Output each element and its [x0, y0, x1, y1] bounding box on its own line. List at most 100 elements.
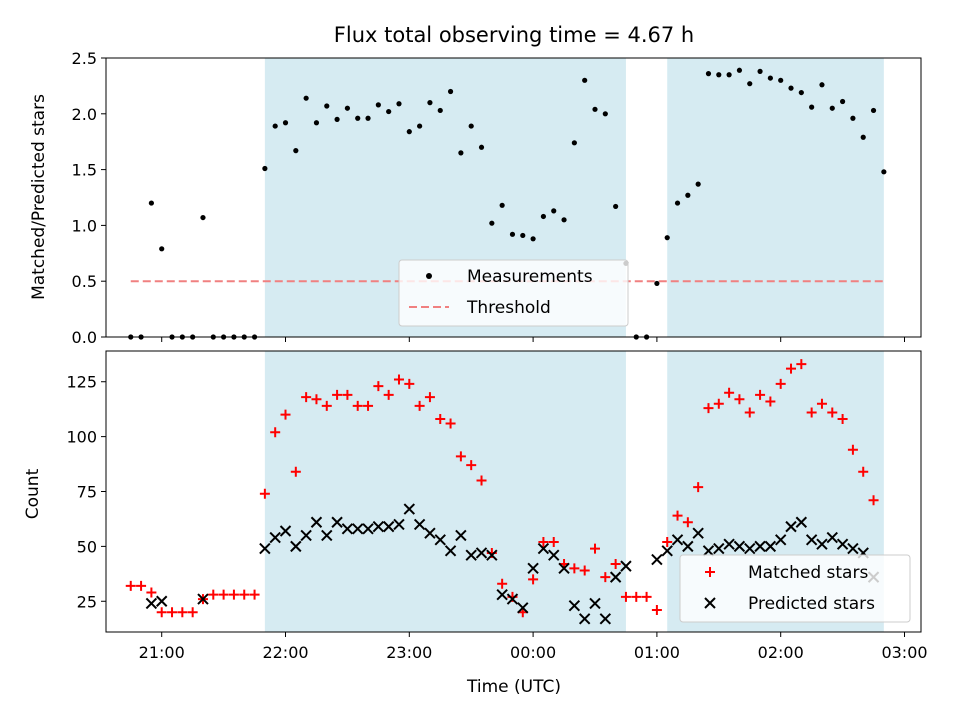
matched-stars-point — [528, 574, 539, 585]
measurement-point — [417, 123, 423, 129]
measurement-point — [757, 68, 763, 74]
measurement-point — [726, 72, 732, 78]
measurement-point — [561, 217, 567, 223]
predicted-stars-point — [548, 549, 560, 561]
predicted-stars-point — [496, 588, 508, 601]
x-tick-label: 02:00 — [758, 643, 804, 662]
matched-stars-point — [858, 466, 869, 477]
matched-stars-point — [590, 543, 600, 554]
predicted-stars-point — [733, 540, 746, 553]
predicted-stars-point — [156, 595, 168, 607]
matched-stars-point — [208, 589, 219, 600]
matched-stars-point — [455, 451, 466, 462]
predicted-stars-point — [197, 593, 209, 605]
predicted-stars-point — [475, 547, 488, 559]
predicted-stars-point — [847, 542, 859, 555]
measurement-point — [365, 115, 371, 121]
measurement-point — [602, 111, 608, 117]
matched-stars-point — [631, 591, 642, 602]
measurement-point — [716, 72, 722, 78]
matched-stars-point — [816, 398, 827, 409]
matched-stars-point — [321, 400, 332, 411]
predicted-stars-point — [413, 518, 426, 531]
matched-stars-point — [311, 394, 322, 405]
measurement-point — [303, 95, 309, 101]
predicted-stars-point — [527, 562, 539, 575]
matched-stars-point — [404, 378, 415, 389]
matched-stars-point — [239, 589, 250, 600]
predicted-stars-point — [145, 597, 158, 610]
matched-stars-point — [538, 536, 549, 547]
matched-stars-point — [290, 466, 301, 477]
y-tick-label: 0.0 — [72, 328, 97, 347]
y-tick-label: 75 — [77, 483, 97, 502]
matched-stars-point — [445, 418, 456, 429]
predicted-stars-point — [609, 571, 622, 583]
measurement-point — [200, 214, 206, 221]
predicted-stars-point — [424, 527, 436, 539]
measurement-point — [829, 105, 835, 111]
measurement-point — [551, 208, 557, 214]
measurement-point — [324, 103, 330, 109]
matched-stars-point — [610, 558, 621, 569]
predicted-stars-point — [517, 602, 529, 614]
predicted-stars-point — [826, 531, 838, 544]
measurement-point — [447, 88, 454, 95]
measurement-point — [520, 232, 526, 239]
predicted-stars-point — [434, 534, 446, 546]
legend-matched-marker — [705, 567, 715, 577]
matched-stars-point — [177, 607, 188, 618]
predicted-stars-point — [671, 534, 684, 546]
predicted-stars-point — [310, 516, 323, 528]
matched-stars-point — [259, 488, 270, 499]
chart-title: Flux total observing time = 4.67 h — [334, 23, 694, 47]
matched-stars-point — [703, 403, 714, 414]
matched-stars-point — [424, 392, 435, 403]
matched-stars-point — [569, 563, 580, 574]
bottom-y-axis-label: Count — [23, 468, 43, 519]
matched-stars-point — [125, 580, 136, 591]
legend-box — [679, 554, 911, 623]
measurement-point — [272, 123, 278, 129]
matched-stars-point — [837, 414, 848, 425]
matched-stars-point — [435, 414, 446, 425]
matched-stars-point — [156, 607, 167, 618]
measurement-point — [334, 116, 340, 122]
legend-box — [398, 259, 629, 327]
legend-measurements-marker — [426, 273, 432, 279]
legend-matched-label: Matched stars — [748, 563, 868, 583]
measurement-point — [747, 81, 753, 87]
legend-threshold-label: Threshold — [466, 298, 551, 318]
predicted-stars-point — [321, 529, 333, 542]
x-tick-label: 21:00 — [139, 643, 185, 662]
measurement-point — [293, 148, 299, 154]
predicted-stars-point — [805, 534, 818, 546]
measurement-point — [396, 101, 402, 107]
predicted-stars-point — [300, 529, 312, 542]
predicted-stars-point — [816, 538, 828, 550]
predicted-stars-point — [599, 613, 612, 625]
predicted-stars-point — [651, 553, 663, 566]
predicted-stars-point — [795, 516, 808, 528]
matched-stars-point — [393, 374, 404, 385]
y-tick-label: 1.0 — [72, 216, 97, 235]
predicted-stars-point — [444, 545, 457, 557]
matched-stars-point — [693, 482, 704, 493]
matched-stars-point — [167, 607, 178, 618]
y-tick-label: 125 — [66, 373, 97, 392]
matched-stars-point — [806, 407, 817, 418]
legend-measurements-label: Measurements — [467, 267, 593, 287]
matched-stars-point — [332, 389, 343, 400]
predicted-stars-point — [455, 529, 467, 542]
matched-stars-point — [373, 381, 384, 392]
matched-stars-point — [136, 580, 147, 591]
measurement-point — [654, 280, 660, 287]
measurement-point — [881, 169, 887, 175]
predicted-stars-point — [568, 599, 581, 612]
measurement-point — [664, 235, 670, 241]
measurement-point — [468, 123, 474, 129]
matched-stars-point — [672, 510, 683, 521]
measurement-point — [850, 115, 856, 121]
matched-stars-point — [579, 565, 590, 576]
